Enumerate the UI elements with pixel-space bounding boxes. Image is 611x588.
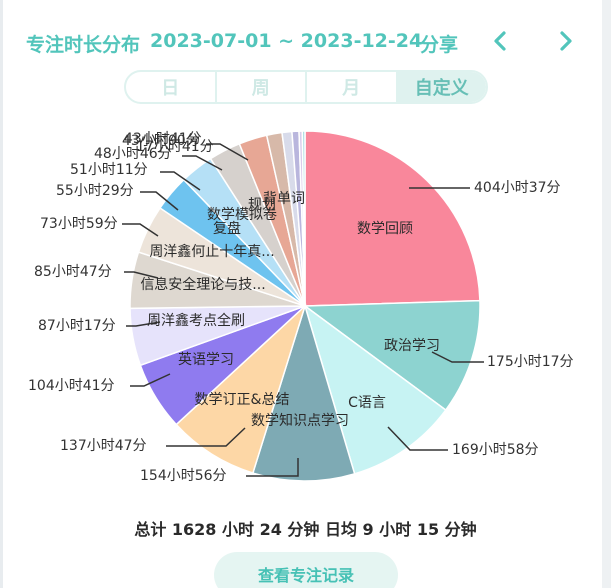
- slice-name-label: 数学知识点学习: [251, 412, 349, 429]
- callout-line: [206, 143, 249, 161]
- slice-value-label: 51小时11分: [70, 162, 148, 178]
- page-title: 专注时长分布: [26, 34, 141, 56]
- slice-value-label: 85小时47分: [34, 264, 112, 280]
- callout-line: [246, 458, 299, 477]
- period-tabs: 日 周 月 自定义: [124, 70, 488, 104]
- callout-line: [130, 373, 171, 387]
- pie-slice[interactable]: [301, 130, 306, 307]
- pie-slice[interactable]: [175, 303, 307, 474]
- slice-name-label: 背单词: [263, 191, 305, 207]
- slice-name-label: 政治学习: [384, 338, 440, 354]
- slice-value-label: 404小时37分: [474, 180, 561, 196]
- pie-slice[interactable]: [302, 299, 481, 412]
- slice-name-label: C语言: [348, 395, 386, 411]
- header: 专注时长分布 2023-07-01 ~ 2023-12-24 分享: [0, 22, 611, 62]
- slice-name-label: 信息安全理论与技...: [140, 276, 265, 293]
- slice-name-label: 数学模拟卷: [207, 207, 277, 223]
- right-scroll-edge: [602, 0, 611, 588]
- slice-value-label: 175小时17分: [487, 354, 574, 370]
- tab-day[interactable]: 日: [126, 72, 217, 102]
- slice-value-label: 87小时17分: [38, 318, 116, 334]
- slice-value-label: 169小时58分: [452, 442, 539, 458]
- focus-pie-chart: 404小时37分 175小时17分 169小时58分 154小时56分 137小时47分…: [28, 130, 574, 484]
- callout-line: [387, 426, 448, 451]
- callout-line: [126, 321, 161, 327]
- slice-value-label: 154小时56分: [140, 468, 227, 484]
- tab-week[interactable]: 周: [217, 72, 307, 102]
- slice-value-label: 48小时46分: [94, 146, 172, 162]
- left-frame-edge: [0, 0, 3, 588]
- slice-value-label: 55小时29分: [56, 183, 134, 199]
- callout-line: [160, 171, 201, 191]
- slice-name-label: 数学订正&总结: [195, 392, 290, 408]
- tab-month[interactable]: 月: [307, 72, 398, 102]
- callout-line: [122, 223, 159, 237]
- chevron-right-icon[interactable]: [548, 24, 582, 58]
- slice-value-label: 73小时59分: [40, 216, 118, 232]
- slice-value-label: 43小时41分: [124, 131, 202, 147]
- slice-value-label: 104小时41分: [28, 378, 115, 394]
- slice-value-label: 43小时00分: [122, 133, 200, 149]
- tab-custom[interactable]: 自定义: [397, 72, 486, 102]
- slice-name-label: 周洋鑫考点全刷: [147, 312, 245, 329]
- slice-name-label: 规划: [248, 197, 276, 213]
- slice-name-label: 英语学习: [178, 351, 234, 368]
- slice-name-label: 周洋鑫何止十年真...: [149, 243, 274, 260]
- callout-line: [182, 155, 223, 171]
- total-summary: 总计 1628 小时 24 分钟 日均 9 小时 15 分钟: [134, 520, 477, 539]
- callout-line: [124, 271, 159, 279]
- slice-value-label: 137小时47分: [60, 438, 147, 454]
- callout-line: [166, 427, 246, 447]
- date-range[interactable]: 2023-07-01 ~ 2023-12-24: [150, 30, 423, 52]
- callout-line: [431, 351, 484, 363]
- callout-line: [140, 191, 179, 211]
- share-button[interactable]: 分享: [420, 34, 459, 56]
- view-records-button[interactable]: 查看专注记录: [214, 552, 398, 588]
- slice-name-label: 数学回顾: [357, 221, 413, 237]
- chevron-left-icon[interactable]: [484, 24, 518, 58]
- slice-value-label: 17小时41分: [136, 139, 214, 155]
- pie-slice[interactable]: [304, 130, 481, 307]
- pie-slice[interactable]: [303, 304, 447, 475]
- pie-slice[interactable]: [251, 303, 356, 482]
- slice-name-label: 复盘: [213, 220, 241, 237]
